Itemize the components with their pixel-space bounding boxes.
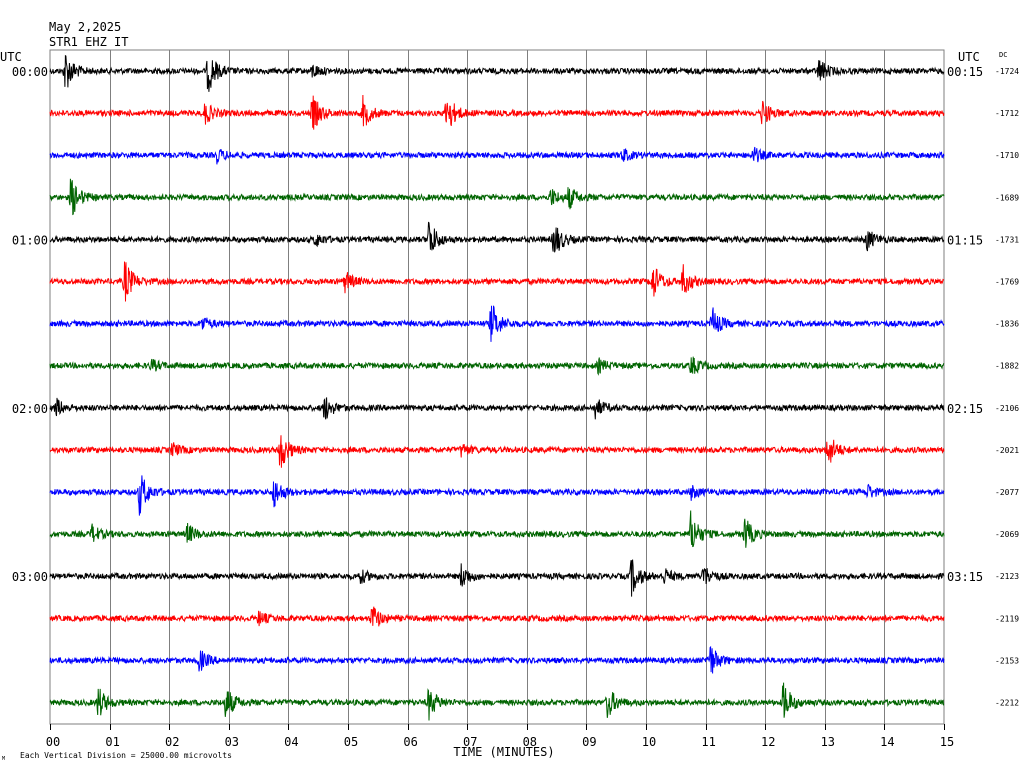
left-time-label: 01:00 (12, 233, 48, 247)
x-tick-label: 04 (284, 735, 298, 749)
x-tick-label: 13 (821, 735, 835, 749)
right-time-label: 03:15 (947, 570, 983, 584)
dc-offset-label: -1836 (995, 320, 1019, 329)
utc-left-label: UTC (0, 50, 22, 64)
seismic-trace (49, 606, 945, 627)
x-tick-label: 15 (940, 735, 954, 749)
dc-offset-label: -2106 (995, 404, 1019, 413)
seismic-trace (49, 54, 945, 92)
dc-offset-label: -2212 (995, 699, 1019, 708)
left-time-label: 03:00 (12, 570, 48, 584)
seismic-trace (49, 435, 945, 468)
dc-offset-label: -2077 (995, 488, 1019, 497)
dc-offset-label: -1769 (995, 278, 1019, 287)
station-label: STR1 EHZ IT (49, 35, 128, 49)
plot-frame (49, 49, 945, 725)
right-time-label: 01:15 (947, 233, 983, 247)
right-time-label: 00:15 (947, 65, 983, 79)
dc-offset-label: -1724 (995, 67, 1019, 76)
right-time-label: 02:15 (947, 402, 983, 416)
traces (49, 54, 945, 721)
dc-offset-labels: -1724 -1712 -1710 -1689 -1731 -1769 -1836 -1882… (995, 67, 1019, 708)
x-tick-label: 01 (105, 735, 119, 749)
vertical-division-footnote: Each Vertical Division = 25000.00 microv… (20, 751, 232, 760)
seismic-trace (49, 510, 945, 548)
x-axis-title: TIME (MINUTES) (453, 745, 554, 759)
x-tick-label: 14 (880, 735, 894, 749)
dc-offset-label: -2069 (995, 530, 1019, 539)
x-tick-label: 00 (46, 735, 60, 749)
x-tick-label: 05 (344, 735, 358, 749)
left-time-label: 00:00 (12, 65, 48, 79)
x-tick-label: 02 (165, 735, 179, 749)
left-time-labels: 00:00 01:00 02:00 03:00 (12, 65, 48, 584)
date-label: May 2,2025 (49, 20, 121, 34)
x-tick-label: 11 (701, 735, 715, 749)
x-tick-labels: 00 01 02 03 04 05 06 07 08 09 10 11 12 13 14 15 (46, 735, 954, 749)
dc-offset-label: -2021 (995, 446, 1019, 455)
utc-right-label: UTC (958, 50, 980, 64)
x-tick-label: 12 (761, 735, 775, 749)
seismic-trace (49, 261, 945, 302)
dc-offset-label: -2153 (995, 656, 1019, 665)
seismic-trace (49, 146, 945, 165)
dc-offset-label: -2119 (995, 614, 1019, 623)
x-tick-label: 10 (642, 735, 656, 749)
x-tick-label: 06 (403, 735, 417, 749)
seismic-trace (49, 682, 945, 721)
left-time-label: 02:00 (12, 402, 48, 416)
dc-offset-label: -1712 (995, 109, 1019, 118)
seismic-trace (49, 305, 945, 342)
seismic-trace (49, 178, 945, 216)
dc-header-label: DC (999, 51, 1007, 59)
dc-offset-label: -1710 (995, 151, 1019, 160)
seismic-trace (49, 356, 945, 376)
seismic-trace (49, 475, 945, 516)
x-tick-label: 07 (463, 735, 477, 749)
dc-offset-label: -1731 (995, 235, 1019, 244)
seismic-trace (49, 645, 945, 674)
x-tick-label: 09 (582, 735, 596, 749)
dc-offset-label: -1689 (995, 193, 1019, 202)
right-time-labels: 00:15 01:15 02:15 03:15 (947, 65, 983, 584)
x-tick-label: 03 (225, 735, 239, 749)
seismic-trace (49, 559, 945, 597)
seismic-trace (49, 221, 945, 253)
dc-offset-label: -2123 (995, 572, 1019, 581)
x-tick-label: 08 (523, 735, 537, 749)
grid (49, 49, 945, 730)
dc-offset-label: -1882 (995, 362, 1019, 371)
seismic-trace (49, 397, 945, 420)
corner-mark: M (2, 756, 5, 762)
seismic-trace (49, 94, 945, 130)
